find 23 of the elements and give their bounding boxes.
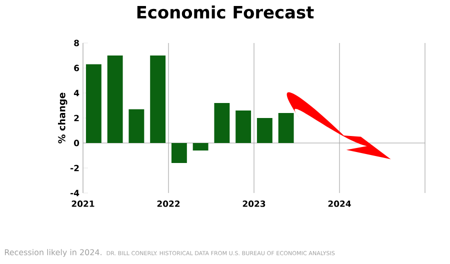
x-tick-label: 2023: [242, 200, 266, 207]
bar: [171, 142, 187, 163]
y-tick-label: 4: [74, 90, 80, 96]
bar: [128, 109, 144, 143]
x-tick-label: 2022: [157, 200, 180, 207]
y-tick-label: 6: [74, 64, 80, 72]
bar: [236, 110, 252, 143]
bar: [150, 55, 166, 143]
bar: [192, 142, 208, 150]
bar: [256, 118, 272, 143]
y-tick-label: -2: [70, 164, 79, 172]
y-tick-label: 2: [74, 114, 79, 122]
bar: [86, 64, 102, 143]
bar: [214, 102, 230, 143]
x-tick-label: 2021: [72, 200, 94, 207]
y-tick-label: 8: [74, 40, 79, 46]
bar: [278, 112, 294, 143]
chart-title: Economic Forecast: [137, 6, 314, 19]
bar: [107, 55, 123, 143]
x-tick-label: 2024: [328, 200, 351, 207]
y-tick-label: 0: [74, 140, 80, 146]
y-tick-label: -4: [70, 190, 80, 196]
y-axis-title: % change: [58, 92, 68, 144]
